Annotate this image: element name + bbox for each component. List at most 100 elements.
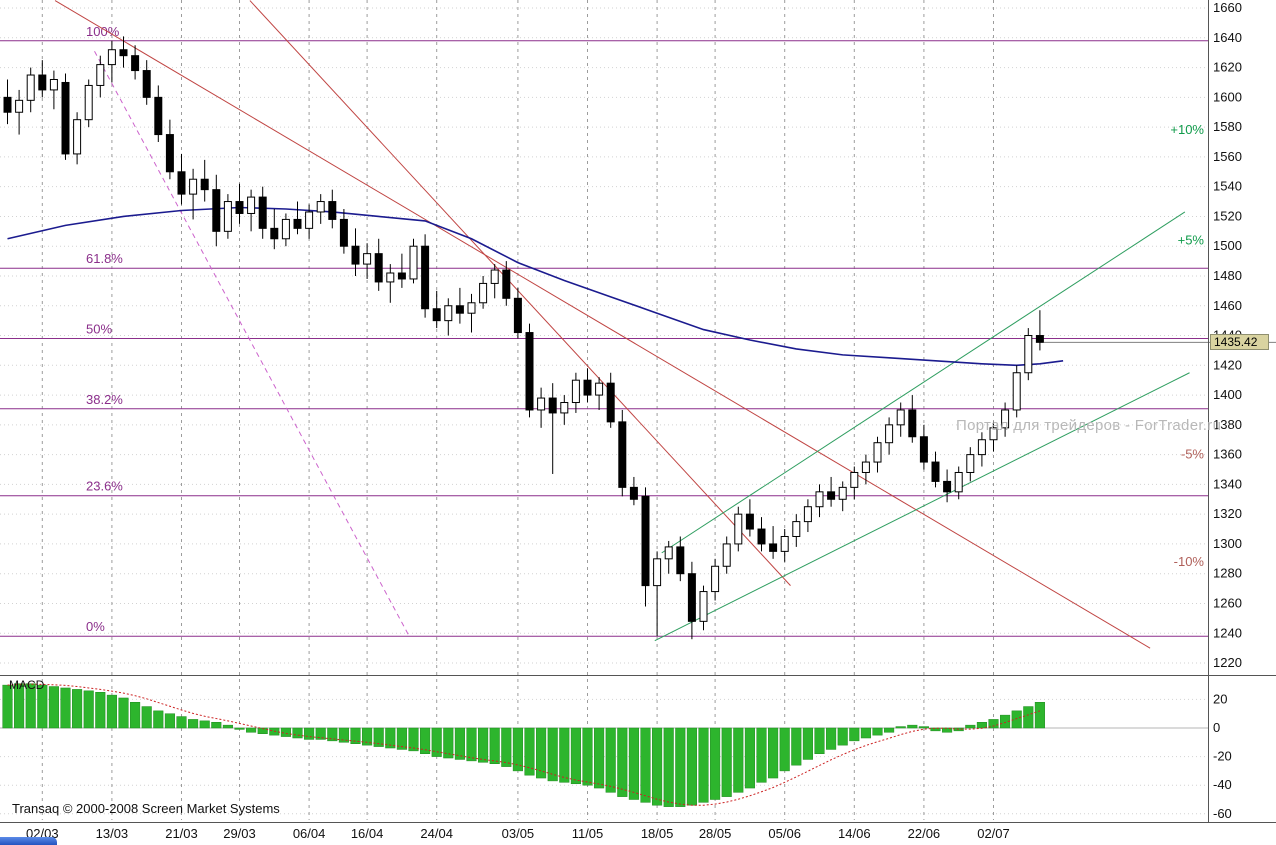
date-tick-label[interactable]: 03/05 xyxy=(502,826,535,841)
macd-tick-label: 20 xyxy=(1213,691,1227,706)
macd-bar xyxy=(385,727,396,749)
macd-bar xyxy=(153,710,164,729)
candle-up xyxy=(653,558,662,587)
macd-bar xyxy=(872,727,883,736)
macd-bar xyxy=(408,727,419,752)
date-tick-label[interactable]: 24/04 xyxy=(420,826,453,841)
macd-bar xyxy=(60,687,71,729)
candle-down xyxy=(1035,335,1044,343)
date-tick-label[interactable]: 16/04 xyxy=(351,826,384,841)
taskbar-fragment[interactable] xyxy=(0,837,57,845)
macd-bar xyxy=(199,720,210,729)
candle-down xyxy=(629,486,638,500)
percent-marker-label: +10% xyxy=(1170,122,1204,137)
moving-average-line xyxy=(7,206,1064,367)
candle-down xyxy=(339,218,348,247)
macd-bar xyxy=(814,727,825,754)
macd-bar xyxy=(547,727,558,782)
candle-up xyxy=(896,409,905,426)
last-price-tag: 1435.42 xyxy=(1210,334,1269,350)
macd-bar xyxy=(95,692,106,729)
price-tick-label: 1540 xyxy=(1213,179,1242,194)
macd-panel-label: MACD xyxy=(9,678,45,692)
candle-up xyxy=(107,49,116,66)
price-tick-label: 1320 xyxy=(1213,506,1242,521)
macd-bar xyxy=(338,727,349,743)
price-tick-label: 1520 xyxy=(1213,208,1242,223)
macd-bar xyxy=(188,719,199,729)
candle-up xyxy=(595,382,604,396)
macd-bar xyxy=(756,727,767,783)
candle-down xyxy=(61,81,70,155)
candle-up xyxy=(664,546,673,560)
macd-bar xyxy=(721,727,732,797)
macd-bar xyxy=(663,727,674,807)
candle-up xyxy=(861,461,870,473)
candle-down xyxy=(142,70,151,98)
candle-down xyxy=(258,196,267,229)
fibonacci-layer: 100% 61.8% 50% 38.2% 23.6% 0% xyxy=(0,24,1208,637)
candle-up xyxy=(49,78,58,91)
candle-down xyxy=(769,543,778,552)
macd-bar xyxy=(431,727,442,757)
candle-up xyxy=(885,424,894,444)
date-tick-label[interactable]: 29/03 xyxy=(223,826,256,841)
price-tick-label: 1500 xyxy=(1213,238,1242,253)
macd-bar xyxy=(686,727,697,806)
date-tick-label[interactable]: 13/03 xyxy=(96,826,129,841)
candle-up xyxy=(560,402,569,414)
date-tick-label[interactable]: 05/06 xyxy=(768,826,801,841)
date-tick-label[interactable]: 11/05 xyxy=(572,826,604,841)
percent-marker-label: +5% xyxy=(1178,232,1205,247)
price-tick-label: 1580 xyxy=(1213,119,1242,134)
candle-up xyxy=(490,269,499,284)
macd-bar xyxy=(965,724,976,729)
macd-bar xyxy=(164,713,175,729)
macd-bar xyxy=(617,727,628,797)
candle-up xyxy=(1024,335,1033,374)
price-tick-label: 1220 xyxy=(1213,655,1242,670)
macd-bar xyxy=(234,727,245,730)
candle-down xyxy=(606,382,615,423)
candle-up xyxy=(96,64,105,86)
candle-up xyxy=(989,427,998,441)
macd-bar xyxy=(350,727,361,744)
candle-up xyxy=(571,379,580,404)
candle-down xyxy=(676,546,685,575)
date-tick-label[interactable]: 02/07 xyxy=(977,826,1010,841)
date-tick-label[interactable]: 06/04 xyxy=(293,826,326,841)
macd-bar xyxy=(849,727,860,742)
macd-bar xyxy=(1034,702,1045,729)
macd-bar xyxy=(280,727,291,737)
date-tick-label[interactable]: 28/05 xyxy=(699,826,732,841)
macd-bar xyxy=(733,727,744,793)
macd-bar xyxy=(628,727,639,800)
date-tick-label[interactable]: 14/06 xyxy=(838,826,871,841)
fib-label: 61.8% xyxy=(86,251,123,266)
percent-marker-label: -5% xyxy=(1181,447,1205,462)
candle-up xyxy=(838,486,847,500)
price-tick-label: 1600 xyxy=(1213,89,1242,104)
date-tick-label[interactable]: 22/06 xyxy=(908,826,941,841)
candle-up xyxy=(316,201,325,213)
macd-bar xyxy=(884,727,895,733)
macd-bar xyxy=(501,727,512,767)
candle-up xyxy=(386,272,395,283)
candle-up xyxy=(73,119,82,155)
macd-bar xyxy=(315,727,326,740)
candle-down xyxy=(583,379,592,396)
candle-up xyxy=(850,471,859,488)
date-tick-label[interactable]: 21/03 xyxy=(165,826,198,841)
candle-down xyxy=(165,134,174,173)
macd-tick-label: -40 xyxy=(1213,777,1232,792)
candle-up xyxy=(479,282,488,304)
macd-bar xyxy=(466,727,477,762)
macd-bar xyxy=(652,727,663,806)
macd-bar xyxy=(988,719,999,729)
date-tick-label[interactable]: 18/05 xyxy=(641,826,674,841)
candle-down xyxy=(374,253,383,283)
macd-bar xyxy=(141,706,152,729)
candle-down xyxy=(827,491,836,500)
candle-down xyxy=(328,201,337,220)
